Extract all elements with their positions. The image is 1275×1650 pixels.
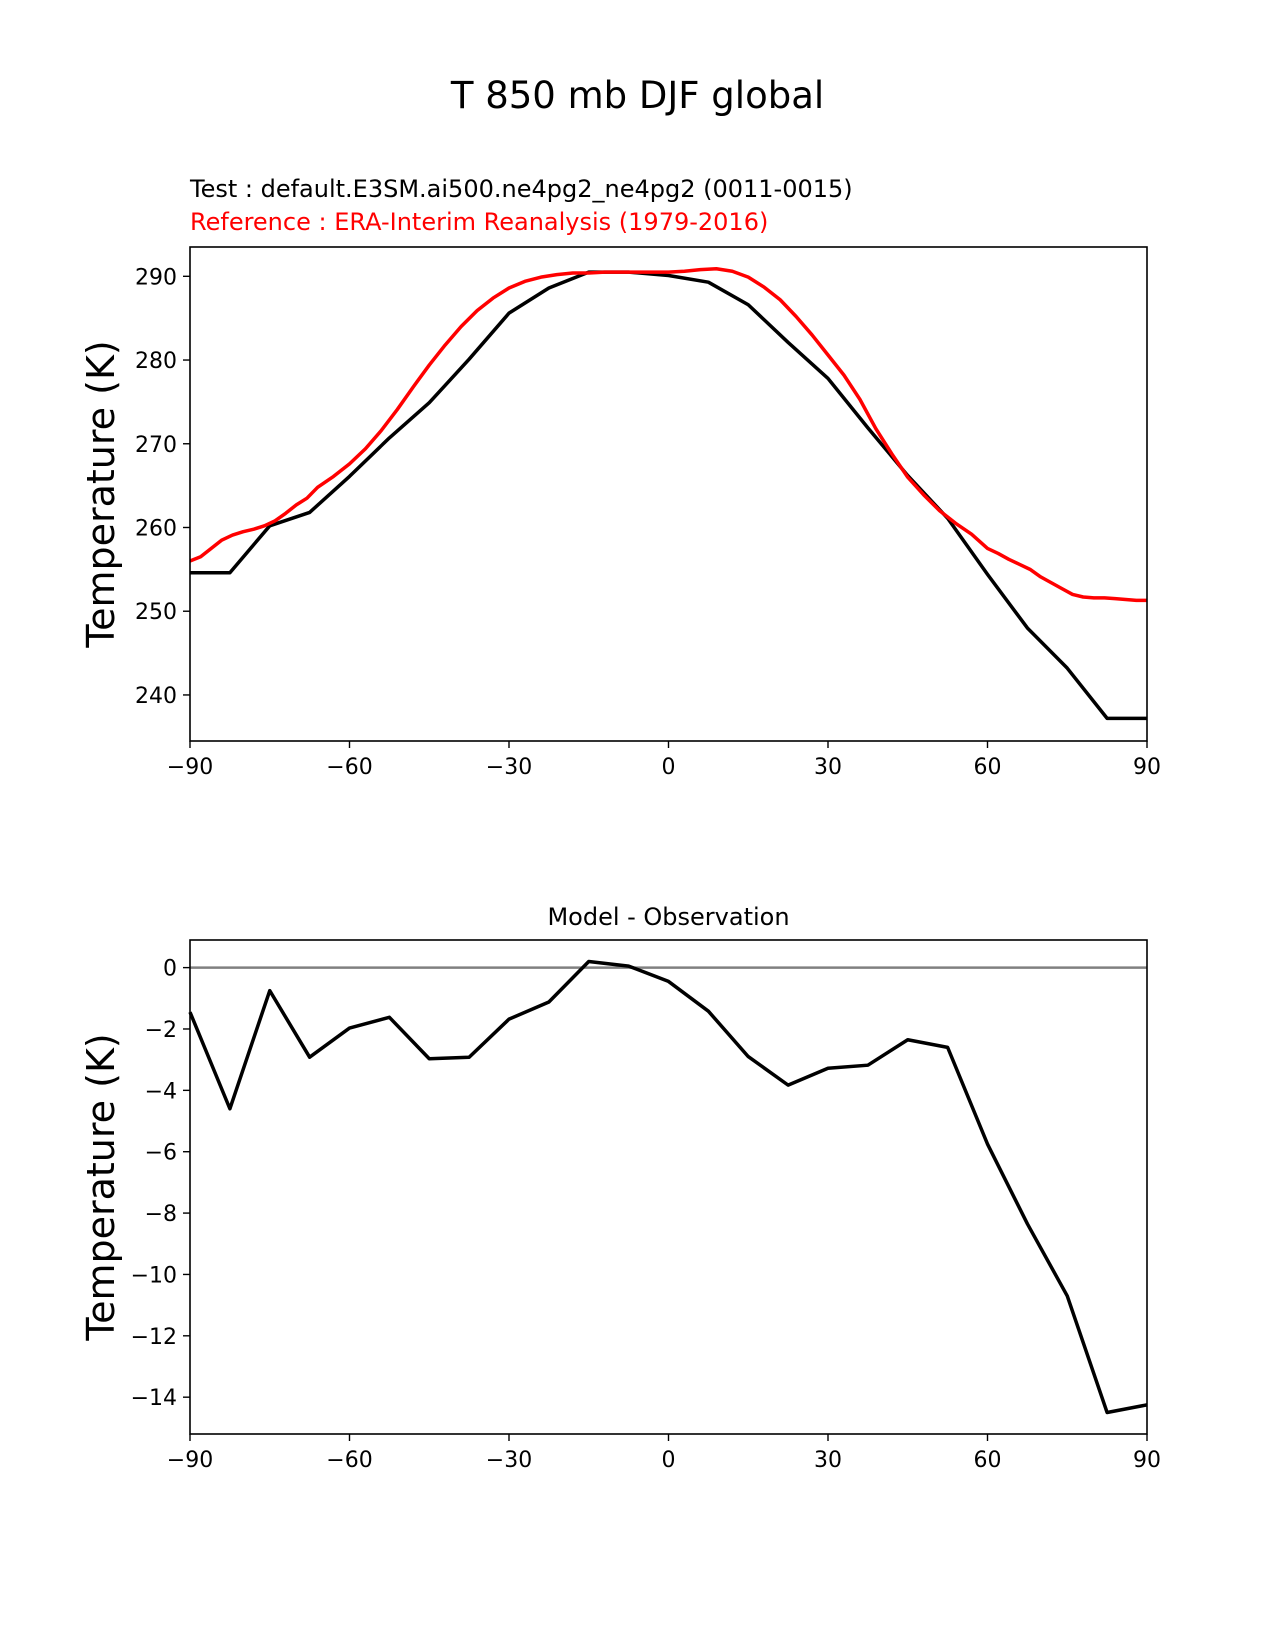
top-y-tick-label: 270 <box>135 433 177 458</box>
bottom-x-tick-label: 60 <box>974 1448 1002 1473</box>
test-title: Test : default.E3SM.ai500.ne4pg2_ne4pg2 … <box>189 175 853 203</box>
top-x-tick-label: 60 <box>974 755 1002 780</box>
top-panel: Test : default.E3SM.ai500.ne4pg2_ne4pg2 … <box>79 175 1161 780</box>
bottom-plot-area <box>188 959 1148 1415</box>
bottom-y-tick-label: −8 <box>145 1202 177 1227</box>
bottom-title: Model - Observation <box>547 903 789 931</box>
top-y-tick-label: 240 <box>135 684 177 709</box>
bottom-x-tick-label: −60 <box>326 1448 372 1473</box>
bottom-panel: Model - Observation Temperature (K) −90−… <box>79 903 1161 1473</box>
bottom-axes-frame <box>189 939 1148 1435</box>
top-ticks: −90 −60 −30 0 30 60 90 240 250 260 270 280 290 <box>135 265 1161 780</box>
bottom-x-tick-label: 30 <box>814 1448 842 1473</box>
top-x-tick-label: 90 <box>1133 755 1161 780</box>
top-y-tick-label: 290 <box>135 265 177 290</box>
top-series-test-line <box>190 270 1147 721</box>
bottom-y-tick-label: 0 <box>163 957 177 982</box>
top-y-tick-label: 250 <box>135 600 177 625</box>
bottom-series-model-observation-line <box>188 959 1148 1415</box>
top-y-axis-label: Temperature (K) <box>79 340 123 648</box>
bottom-y-tick-label: −10 <box>131 1263 177 1288</box>
top-x-tick-label: 30 <box>814 755 842 780</box>
bottom-y-tick-label: −12 <box>131 1325 177 1350</box>
bottom-y-tick-label: −4 <box>145 1079 177 1104</box>
bottom-y-axis-label: Temperature (K) <box>79 1033 123 1341</box>
bottom-y-tick-label: −6 <box>145 1141 177 1166</box>
top-x-tick-label: −90 <box>167 755 213 780</box>
top-series-reference-line <box>189 267 1147 603</box>
bottom-x-tick-label: −30 <box>486 1448 532 1473</box>
top-plot-area <box>189 267 1147 721</box>
top-x-tick-label: 0 <box>662 755 676 780</box>
top-x-tick-label: −30 <box>486 755 532 780</box>
top-axes-frame <box>189 246 1148 742</box>
bottom-y-tick-label: −14 <box>131 1386 177 1411</box>
bottom-x-tick-label: −90 <box>167 1448 213 1473</box>
top-y-tick-label: 280 <box>135 349 177 374</box>
bottom-x-tick-label: 90 <box>1133 1448 1161 1473</box>
top-y-tick-label: 260 <box>135 516 177 541</box>
bottom-ticks: −90 −60 −30 0 30 60 90 0 −2 −4 −6 −8 −10 −12 −14 <box>131 957 1161 1473</box>
bottom-x-tick-label: 0 <box>662 1448 676 1473</box>
bottom-y-tick-label: −2 <box>145 1018 177 1043</box>
top-x-tick-label: −60 <box>326 755 372 780</box>
reference-title: Reference : ERA-Interim Reanalysis (1979… <box>190 208 768 236</box>
figure-title: T 850 mb DJF global <box>450 74 824 117</box>
